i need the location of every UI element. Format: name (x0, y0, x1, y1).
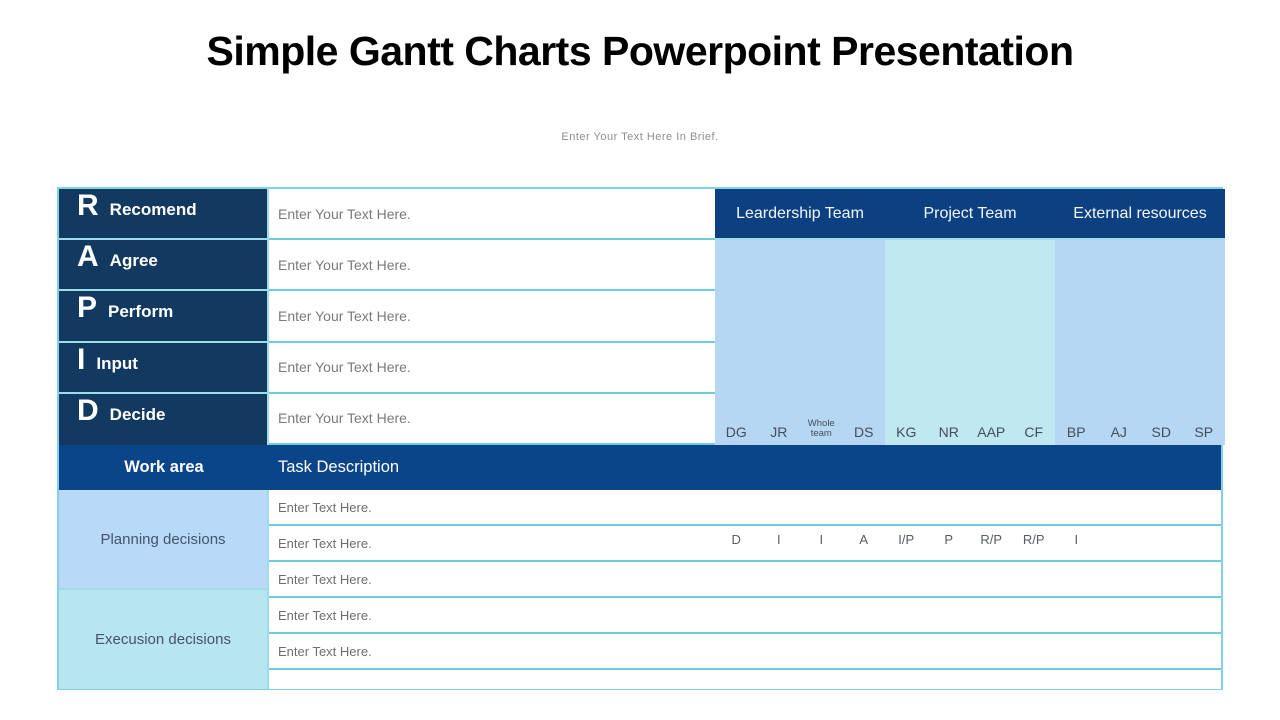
rapid-row-recommend: R Recomend Enter Your Text Here. (59, 189, 715, 241)
assignment-letters-row: D I I A I/P P R/P R/P I (715, 523, 1098, 556)
rapid-letter: A (77, 240, 99, 274)
rapid-rows: R Recomend Enter Your Text Here. A Agree… (59, 189, 715, 445)
panel-project-team (885, 240, 1055, 445)
panel-leadership-team (715, 240, 885, 445)
rapid-label-r: R Recomend (59, 189, 269, 241)
work-area-group-execution: Execusion decisions (59, 590, 269, 689)
member-initials: AJ (1110, 423, 1127, 440)
task-description-header: Task Description (278, 458, 400, 476)
assignment-cell: A (859, 532, 869, 548)
assignment-cell: I (819, 532, 824, 548)
work-table-header: Work area Task Description (59, 445, 1221, 490)
panel-external-resources (1055, 240, 1225, 445)
rapid-text-placeholder[interactable]: Enter Your Text Here. (269, 291, 715, 343)
assignment-cell: I/P (898, 532, 915, 548)
assignment-cell: R/P (980, 532, 1003, 548)
rapid-row-input: I Input Enter Your Text Here. (59, 342, 715, 394)
member-initials: AAP (977, 423, 1006, 440)
team-header-project: Project Team (923, 204, 1017, 222)
task-text-placeholder[interactable]: Enter Text Here. (269, 526, 1221, 562)
member-initials: JR (770, 423, 788, 440)
rapid-row-agree: A Agree Enter Your Text Here. (59, 240, 715, 292)
rapid-word: Input (96, 353, 138, 373)
assignment-cell: I (1074, 532, 1079, 548)
rapid-letter: I (77, 342, 86, 376)
rapid-label-a: A Agree (59, 240, 269, 292)
member-initials: DG (725, 423, 747, 440)
member-initials-row: DG JR Whole team DS KG NR AAP CF BP AJ S… (715, 416, 1225, 442)
rapid-letter: P (77, 291, 98, 325)
rapid-word: Decide (109, 404, 166, 424)
task-text-placeholder[interactable]: Enter Text Here. (269, 634, 1221, 670)
task-area: Planning decisions Execusion decisions E… (59, 490, 1221, 689)
rapid-row-perform: P Perform Enter Your Text Here. (59, 291, 715, 343)
work-area-header: Work area (124, 458, 204, 476)
rapid-word: Agree (109, 251, 158, 271)
rapid-text-placeholder[interactable]: Enter Your Text Here. (269, 240, 715, 292)
work-area-group-planning: Planning decisions (59, 490, 269, 590)
rapid-label-p: P Perform (59, 291, 269, 343)
team-panels: DG JR Whole team DS KG NR AAP CF BP AJ S… (715, 240, 1225, 445)
task-rows: Enter Text Here. Enter Text Here. Enter … (269, 490, 1221, 689)
rapid-matrix-table: R Recomend Enter Your Text Here. A Agree… (57, 187, 1225, 690)
member-initials: SD (1151, 423, 1171, 440)
rapid-word: Recomend (109, 200, 197, 219)
page-title: Simple Gantt Charts Powerpoint Presentat… (206, 28, 1074, 74)
member-initials: KG (896, 423, 917, 440)
task-text-placeholder[interactable]: Enter Text Here. (269, 598, 1221, 634)
rapid-text-placeholder[interactable]: Enter Your Text Here. (269, 393, 715, 445)
rapid-letter: R (77, 189, 99, 222)
assignment-cell: D (731, 532, 741, 548)
task-text-placeholder[interactable] (269, 670, 1221, 689)
rapid-text-placeholder[interactable]: Enter Your Text Here. (269, 189, 715, 241)
slide-subtitle: Enter Your Text Here In Brief. (561, 131, 719, 143)
rapid-letter: D (77, 393, 99, 427)
member-initials: Whole team (807, 417, 835, 439)
member-initials: DS (854, 423, 874, 440)
team-header-external: External resources (1073, 204, 1207, 222)
member-initials: BP (1066, 423, 1086, 440)
member-initials: SP (1194, 423, 1214, 440)
task-text-placeholder[interactable]: Enter Text Here. (269, 562, 1221, 598)
team-header-leadership: Leardership Team (736, 204, 864, 222)
rapid-row-decide: D Decide Enter Your Text Here. (59, 393, 715, 445)
member-initials: CF (1024, 423, 1044, 440)
assignment-cell: I (776, 532, 781, 548)
rapid-label-i: I Input (59, 342, 269, 394)
teams-header: Leardership Team Project Team External r… (715, 189, 1225, 241)
member-initials: NR (938, 423, 959, 440)
rapid-label-d: D Decide (59, 393, 269, 445)
assignment-cell: R/P (1022, 532, 1045, 548)
assignment-cell: P (944, 532, 954, 548)
rapid-text-placeholder[interactable]: Enter Your Text Here. (269, 342, 715, 394)
task-text-placeholder[interactable]: Enter Text Here. (269, 490, 1221, 526)
rapid-word: Perform (108, 302, 174, 322)
